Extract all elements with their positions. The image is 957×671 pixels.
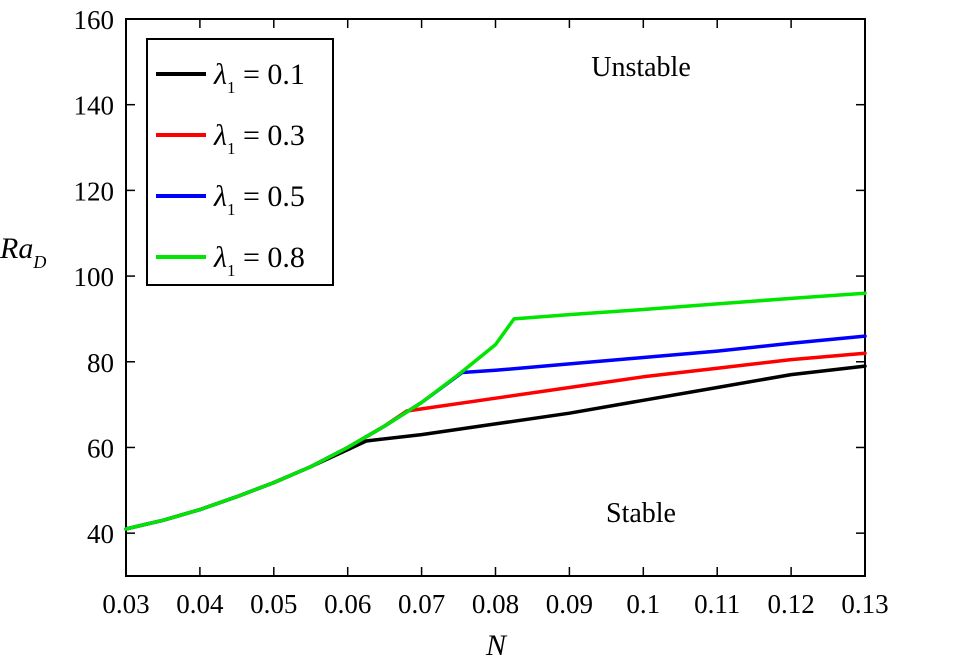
legend-label-3: λ1 = 0.5 xyxy=(213,180,305,219)
legend-label-1: λ1 = 0.1 xyxy=(213,58,305,97)
y-tick-label: 160 xyxy=(74,5,115,35)
legend-lambda: λ xyxy=(213,119,227,152)
stable-label: Stable xyxy=(606,498,676,529)
legend-subscript: 1 xyxy=(227,261,236,280)
legend-box xyxy=(146,38,334,286)
x-tick-label: 0.11 xyxy=(694,589,740,619)
y-axis-title-main: Ra xyxy=(0,232,33,265)
legend-value: = 0.8 xyxy=(236,241,305,274)
y-tick-label: 140 xyxy=(74,91,115,121)
x-tick-label: 0.08 xyxy=(472,589,519,619)
y-axis-title: RaD xyxy=(0,232,46,272)
x-tick-label: 0.09 xyxy=(546,589,593,619)
series-lines xyxy=(124,291,867,531)
legend-label-2: λ1 = 0.3 xyxy=(213,119,305,158)
x-tick-label: 0.05 xyxy=(250,589,297,619)
legend-label-4: λ1 = 0.8 xyxy=(213,241,305,280)
y-tick-label: 60 xyxy=(87,433,114,463)
series-line-4 xyxy=(124,291,867,531)
unstable-label: Unstable xyxy=(591,52,691,83)
y-tick-label: 80 xyxy=(87,348,114,378)
y-tick-label: 100 xyxy=(74,262,115,292)
x-tick-label: 0.04 xyxy=(176,589,224,619)
x-tick-labels: 0.03 0.04 0.05 0.06 0.07 0.08 0.09 0.1 0.11 0.12 0… xyxy=(102,589,888,619)
y-tick-labels: 40 60 80 100 120 140 160 xyxy=(74,5,115,549)
legend-lambda: λ xyxy=(213,58,227,91)
legend-items: λ1 = 0.1λ1 = 0.3λ1 = 0.5λ1 = 0.8 xyxy=(156,58,305,280)
x-tick-label: 0.06 xyxy=(324,589,371,619)
legend-subscript: 1 xyxy=(227,200,236,219)
x-tick-label: 0.13 xyxy=(841,589,888,619)
series-line-1 xyxy=(124,364,867,531)
y-tick-label: 120 xyxy=(74,176,115,206)
x-tick-label: 0.03 xyxy=(102,589,149,619)
tick-marks xyxy=(125,18,866,576)
y-tick-label: 40 xyxy=(87,519,114,549)
x-axis-title: N xyxy=(485,629,508,662)
legend-value: = 0.5 xyxy=(236,180,305,213)
legend-value: = 0.3 xyxy=(236,119,305,152)
x-tick-label: 0.1 xyxy=(626,589,660,619)
y-axis-title-subscript: D xyxy=(32,252,46,272)
legend-lambda: λ xyxy=(213,180,227,213)
x-tick-label: 0.12 xyxy=(767,589,814,619)
x-tick-label: 0.07 xyxy=(398,589,445,619)
legend-value: = 0.1 xyxy=(236,58,305,91)
legend-subscript: 1 xyxy=(227,139,236,158)
legend-lambda: λ xyxy=(213,241,227,274)
legend-subscript: 1 xyxy=(227,78,236,97)
